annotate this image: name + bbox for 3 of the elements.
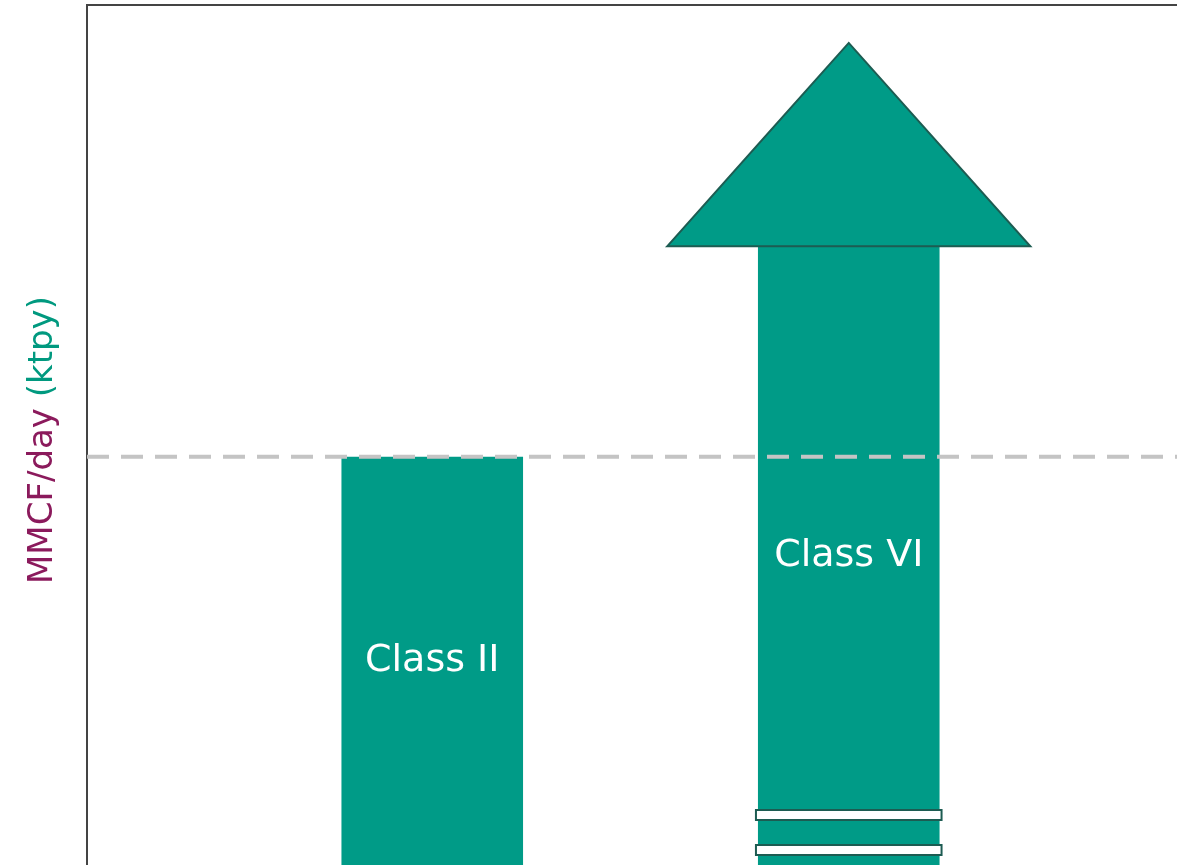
x-tick-label: Class VI	[774, 530, 924, 575]
x-tick-label: Class II	[365, 635, 500, 680]
y-axis-title: MMCF/day (ktpy)	[20, 295, 60, 585]
